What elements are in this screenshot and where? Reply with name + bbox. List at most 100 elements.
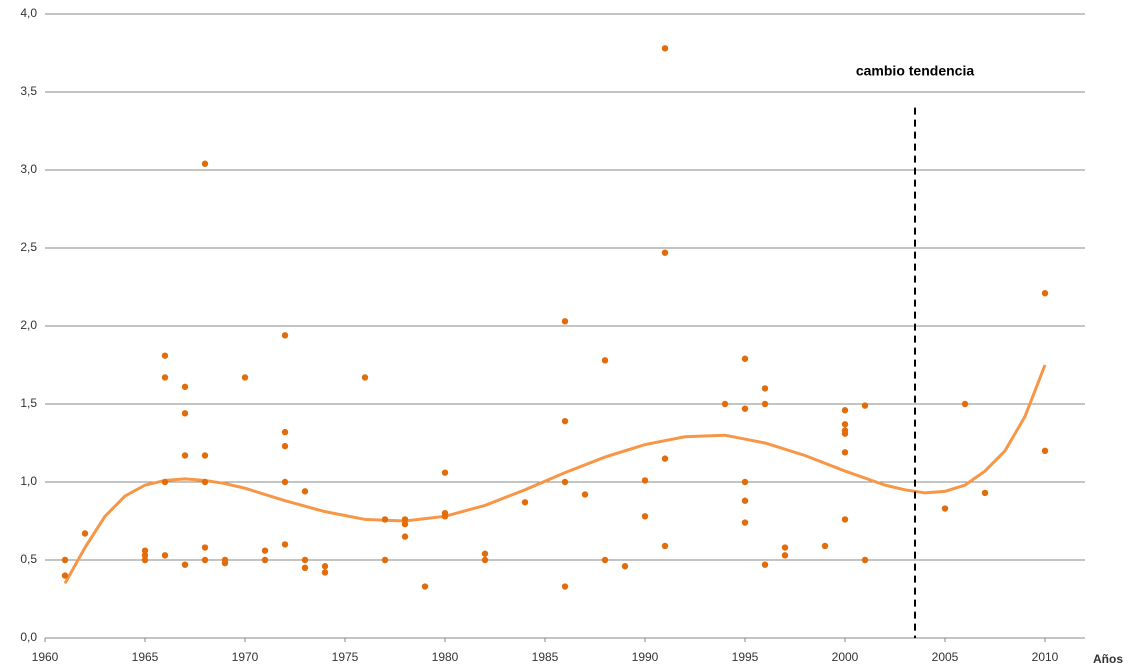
data-point: [141, 547, 149, 554]
data-point: [441, 513, 449, 520]
data-point: [381, 556, 389, 564]
data-point: [281, 541, 289, 548]
x-tick-label: 2000: [832, 650, 859, 664]
data-point: [841, 516, 849, 523]
data-point: [961, 400, 969, 408]
data-point: [301, 556, 309, 564]
data-point: [741, 355, 749, 362]
data-point: [281, 332, 289, 339]
data-point: [141, 556, 149, 564]
data-point: [281, 428, 289, 436]
data-point: [741, 497, 749, 504]
x-tick-label: 1960: [32, 650, 59, 664]
data-point: [761, 561, 769, 568]
data-point: [661, 45, 669, 52]
x-tick-label: 2010: [1032, 650, 1059, 664]
data-point: [721, 400, 729, 408]
data-point: [321, 569, 329, 576]
data-point: [441, 469, 449, 476]
x-tick-label: 1980: [432, 650, 459, 664]
data-point: [201, 452, 209, 459]
x-tick-label: 1970: [232, 650, 259, 664]
data-point: [281, 478, 289, 486]
data-point: [661, 542, 669, 550]
data-point: [741, 405, 749, 412]
data-point: [161, 478, 169, 486]
data-point: [401, 533, 409, 540]
data-point: [381, 516, 389, 523]
data-point: [261, 556, 269, 564]
data-point: [201, 556, 209, 564]
data-point: [201, 478, 209, 486]
data-point: [301, 488, 309, 495]
threshold-label: cambio tendencia: [856, 62, 974, 78]
y-tick-label: 0,0: [20, 630, 37, 644]
data-point: [621, 563, 629, 570]
data-point: [841, 407, 849, 414]
trend-line: [63, 364, 1047, 585]
data-point: [821, 542, 829, 550]
data-point: [181, 410, 189, 417]
data-point: [481, 550, 489, 557]
y-tick-label: 4,0: [20, 6, 37, 20]
data-point: [481, 556, 489, 564]
data-point: [761, 400, 769, 408]
data-point: [181, 452, 189, 459]
data-point: [161, 352, 169, 359]
data-point: [241, 374, 249, 381]
data-point: [841, 430, 849, 437]
data-point: [61, 572, 69, 579]
data-point: [841, 449, 849, 456]
x-tick-label: 1985: [532, 650, 559, 664]
data-point: [641, 513, 649, 520]
data-point: [181, 561, 189, 568]
data-point: [781, 552, 789, 559]
data-point: [201, 544, 209, 551]
data-point: [321, 563, 329, 570]
data-point: [401, 520, 409, 528]
data-point: [161, 374, 169, 381]
data-point: [781, 544, 789, 551]
data-point: [261, 547, 269, 554]
y-tick-label: 2,5: [20, 240, 37, 254]
data-point: [741, 478, 749, 486]
data-point: [181, 383, 189, 391]
data-point: [421, 583, 429, 590]
data-point: [561, 318, 569, 325]
data-point: [61, 556, 69, 564]
data-point: [161, 552, 169, 559]
data-point: [581, 491, 589, 498]
data-point: [141, 552, 149, 559]
y-tick-label: 1,0: [20, 474, 37, 488]
data-point: [981, 489, 989, 497]
data-point: [521, 499, 529, 506]
data-point: [861, 402, 869, 409]
data-point: [861, 556, 869, 564]
data-point: [81, 530, 89, 537]
y-tick-label: 2,0: [20, 318, 37, 332]
data-point: [601, 556, 609, 564]
y-tick-label: 3,5: [20, 84, 37, 98]
x-tick-label: 1990: [632, 650, 659, 664]
x-tick-label: 1975: [332, 650, 359, 664]
data-point: [601, 357, 609, 364]
data-point: [221, 559, 229, 567]
data-point: [401, 516, 409, 523]
data-point: [561, 583, 569, 590]
y-tick-label: 1,5: [20, 396, 37, 410]
data-point: [741, 519, 749, 526]
x-tick-label: 1965: [132, 650, 159, 664]
data-point: [281, 442, 289, 450]
data-point: [561, 478, 569, 486]
data-point: [641, 477, 649, 484]
data-point: [661, 249, 669, 256]
x-tick-label: 2005: [932, 650, 959, 664]
y-tick-label: 3,0: [20, 162, 37, 176]
data-point: [361, 374, 369, 381]
data-point: [661, 455, 669, 462]
data-point: [941, 505, 949, 512]
data-point: [1041, 447, 1049, 454]
y-tick-label: 0,5: [20, 552, 37, 566]
data-point: [761, 385, 769, 392]
data-point: [301, 564, 309, 571]
